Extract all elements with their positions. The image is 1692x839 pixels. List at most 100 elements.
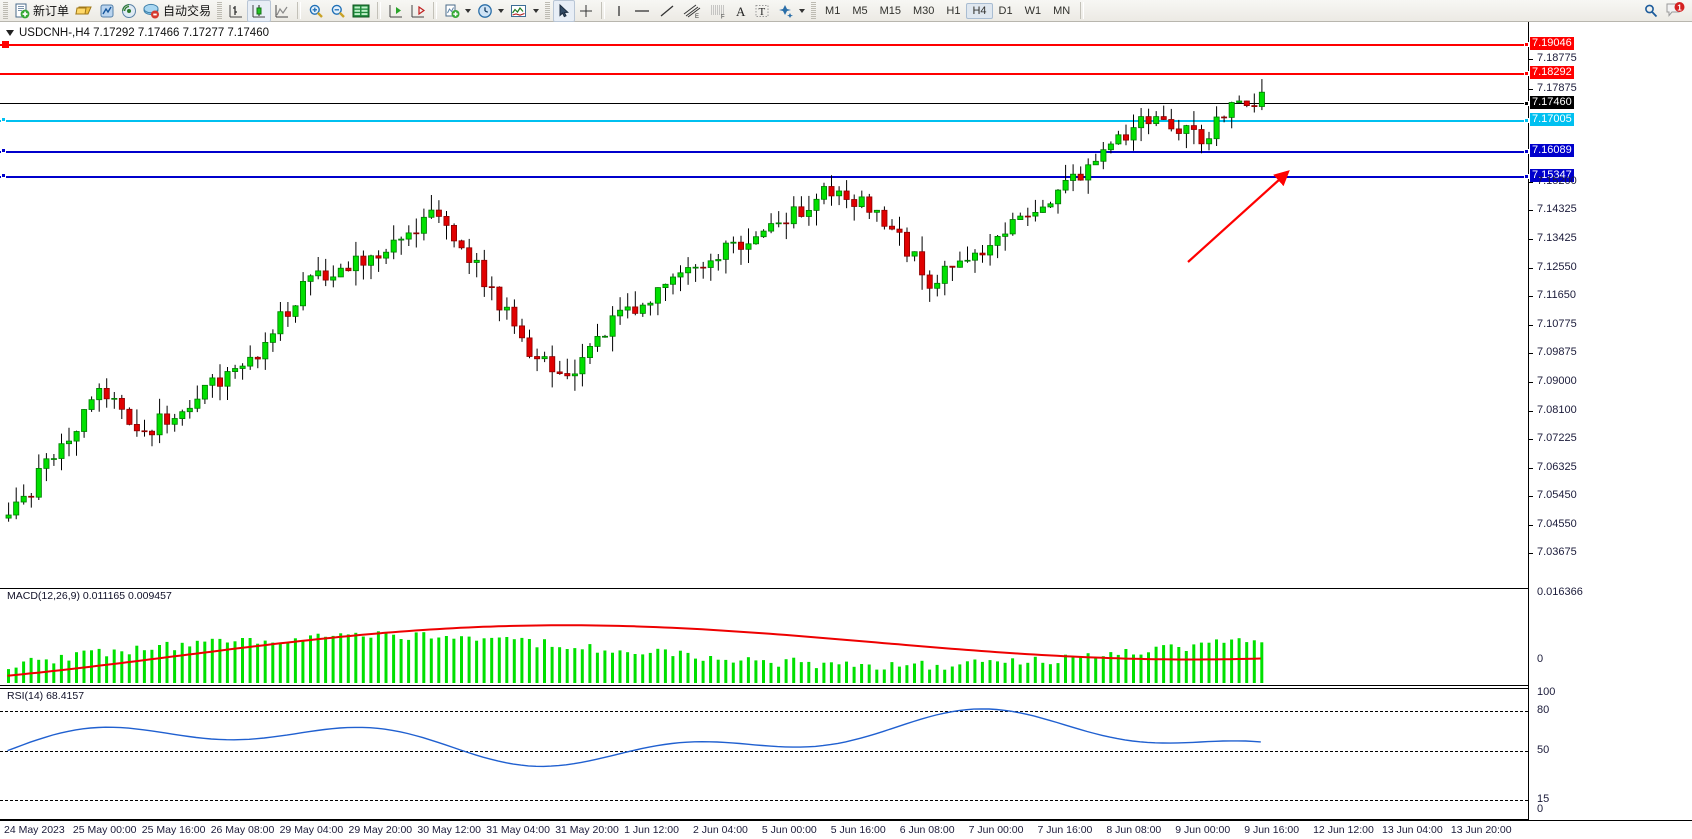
market-signal-button[interactable] xyxy=(118,1,140,21)
new-order-button[interactable]: 新订单 xyxy=(11,1,72,21)
folder-icon xyxy=(75,3,93,19)
chevron-down-icon[interactable] xyxy=(465,8,472,13)
timeframe-m5[interactable]: M5 xyxy=(852,4,868,17)
hline-715347[interactable] xyxy=(0,176,1528,178)
price-tag-717005[interactable]: 7.17005 xyxy=(1530,113,1574,126)
timeframe-m30[interactable]: M30 xyxy=(913,4,935,17)
search-button[interactable] xyxy=(1640,1,1662,21)
data-window-button[interactable] xyxy=(349,1,373,21)
horizontal-line-button[interactable] xyxy=(629,1,655,21)
candlestick-series xyxy=(5,79,1265,522)
notification-button[interactable]: 1 xyxy=(1662,1,1692,21)
zoom-out-icon xyxy=(330,3,346,19)
clock-icon xyxy=(477,3,493,19)
price-tag-handle-717460[interactable] xyxy=(1524,101,1529,106)
text-box-button[interactable]: T xyxy=(751,1,773,21)
price-axis[interactable]: 7.19046 7.18775 7.18292 7.17875 7.17460 7.170… xyxy=(1524,22,1692,820)
vertical-line-button[interactable] xyxy=(609,1,629,21)
tester-icon xyxy=(99,3,115,19)
hline-719046[interactable] xyxy=(0,44,1528,46)
chevron-down-icon-2[interactable] xyxy=(498,8,505,13)
price-tick xyxy=(1529,382,1533,383)
price-tag-handle-715347[interactable] xyxy=(1524,174,1529,179)
indicators-button[interactable] xyxy=(507,1,542,21)
hline-715347-handle[interactable] xyxy=(1,173,6,178)
macd-pane[interactable]: MACD(12,26,9) 0.011165 0.009457 xyxy=(0,588,1528,686)
price-tag-715347[interactable]: 7.15347 xyxy=(1530,169,1574,182)
price-tag-handle-717005[interactable] xyxy=(1524,118,1529,123)
line-chart-button[interactable] xyxy=(271,1,293,21)
channel-button[interactable]: E xyxy=(679,1,705,21)
price-tag-handle-718292[interactable] xyxy=(1524,71,1529,76)
timeframe-m1[interactable]: M1 xyxy=(825,4,841,17)
cursor-button[interactable] xyxy=(553,0,576,22)
rsi-series xyxy=(7,708,1261,768)
price-tag-718292[interactable]: 7.18292 xyxy=(1530,66,1574,79)
price-tick xyxy=(1529,411,1533,412)
svg-text:T: T xyxy=(759,6,766,18)
rsi-pane[interactable]: RSI(14) 68.4157 xyxy=(0,688,1528,820)
hline-716089-handle[interactable] xyxy=(1,148,6,153)
timeframe-m15[interactable]: M15 xyxy=(879,4,901,17)
autotrading-button[interactable]: 自动交易 xyxy=(140,1,214,21)
chevron-down-icon-3[interactable] xyxy=(533,8,540,13)
hline-717460[interactable] xyxy=(0,103,1528,104)
chart-workspace[interactable]: USDCNH-,H4 7.17292 7.17466 7.17277 7.174… xyxy=(0,22,1692,839)
time-tick-label: 29 May 20:00 xyxy=(348,824,413,836)
price-tick xyxy=(1529,468,1533,469)
price-tag-717460[interactable]: 7.17460 xyxy=(1530,96,1574,109)
vertical-line-icon xyxy=(612,3,626,19)
price-tag-handle-716089[interactable] xyxy=(1524,149,1529,154)
chart-shift-button[interactable] xyxy=(407,1,429,21)
arrows-button[interactable] xyxy=(773,1,808,21)
hline-717005-handle[interactable] xyxy=(1,117,6,122)
annotation-arrow-icon[interactable] xyxy=(1180,167,1310,277)
chevron-down-icon-4[interactable] xyxy=(799,8,806,13)
bar-chart-button[interactable] xyxy=(225,1,247,21)
toolbar-grip-2[interactable] xyxy=(217,2,223,19)
chart-menu-chevron-icon[interactable] xyxy=(6,30,14,36)
trendline-button[interactable] xyxy=(655,1,679,21)
strategy-tester-button[interactable] xyxy=(96,1,118,21)
price-tag-719046[interactable]: 7.19046 xyxy=(1530,37,1574,50)
rsi-axis-label: 50 xyxy=(1537,744,1550,756)
crosshair-icon xyxy=(578,3,594,19)
expert-advisors-button[interactable] xyxy=(72,1,96,21)
toolbar-grip-4[interactable] xyxy=(811,2,817,19)
hline-718292[interactable] xyxy=(0,73,1528,75)
toolbar-grip[interactable] xyxy=(3,2,8,19)
hline-716089[interactable] xyxy=(0,151,1528,153)
timeframe-h4[interactable]: H4 xyxy=(966,2,993,19)
hline-717005[interactable] xyxy=(0,120,1528,122)
crosshair-button[interactable] xyxy=(575,1,597,21)
price-tick-label: 7.09875 xyxy=(1537,346,1577,358)
period-separator-button[interactable] xyxy=(474,1,507,21)
zoom-in-button[interactable] xyxy=(305,1,327,21)
candlestick-chart-button[interactable] xyxy=(247,0,272,22)
text-box-icon: T xyxy=(754,3,770,19)
price-tick-label: 7.07225 xyxy=(1537,432,1577,444)
auto-scroll-button[interactable] xyxy=(385,1,407,21)
toolbar-separator-5 xyxy=(1080,2,1085,19)
price-tick xyxy=(1529,182,1533,183)
zoom-out-button[interactable] xyxy=(327,1,349,21)
timeframe-w1[interactable]: W1 xyxy=(1024,4,1042,17)
notification-icon: 1 xyxy=(1665,1,1685,20)
price-tag-handle-719046[interactable] xyxy=(1524,42,1529,47)
text-label-button[interactable]: A xyxy=(731,1,751,21)
templates-button[interactable] xyxy=(441,1,474,21)
macd-axis-label: 0 xyxy=(1537,653,1544,665)
timeframe-d1[interactable]: D1 xyxy=(998,4,1013,17)
time-tick-label: 30 May 12:00 xyxy=(417,824,482,836)
time-tick-label: 31 May 20:00 xyxy=(555,824,619,836)
time-axis[interactable]: 24 May 2023 25 May 00:00 25 May 16:00 26 Ma… xyxy=(0,820,1692,839)
timeframe-h1[interactable]: H1 xyxy=(946,4,961,17)
hline-719046-handle-left[interactable] xyxy=(2,41,9,48)
fibonacci-button[interactable]: F xyxy=(705,1,731,21)
price-tag-716089[interactable]: 7.16089 xyxy=(1530,144,1574,157)
toolbar-grip-3[interactable] xyxy=(545,2,551,19)
toolbar-separator-3 xyxy=(433,2,438,19)
chart-canvas[interactable]: USDCNH-,H4 7.17292 7.17466 7.17277 7.174… xyxy=(0,22,1528,820)
timeframe-mn[interactable]: MN xyxy=(1053,4,1071,17)
rsi-label: RSI(14) 68.4157 xyxy=(7,690,85,702)
